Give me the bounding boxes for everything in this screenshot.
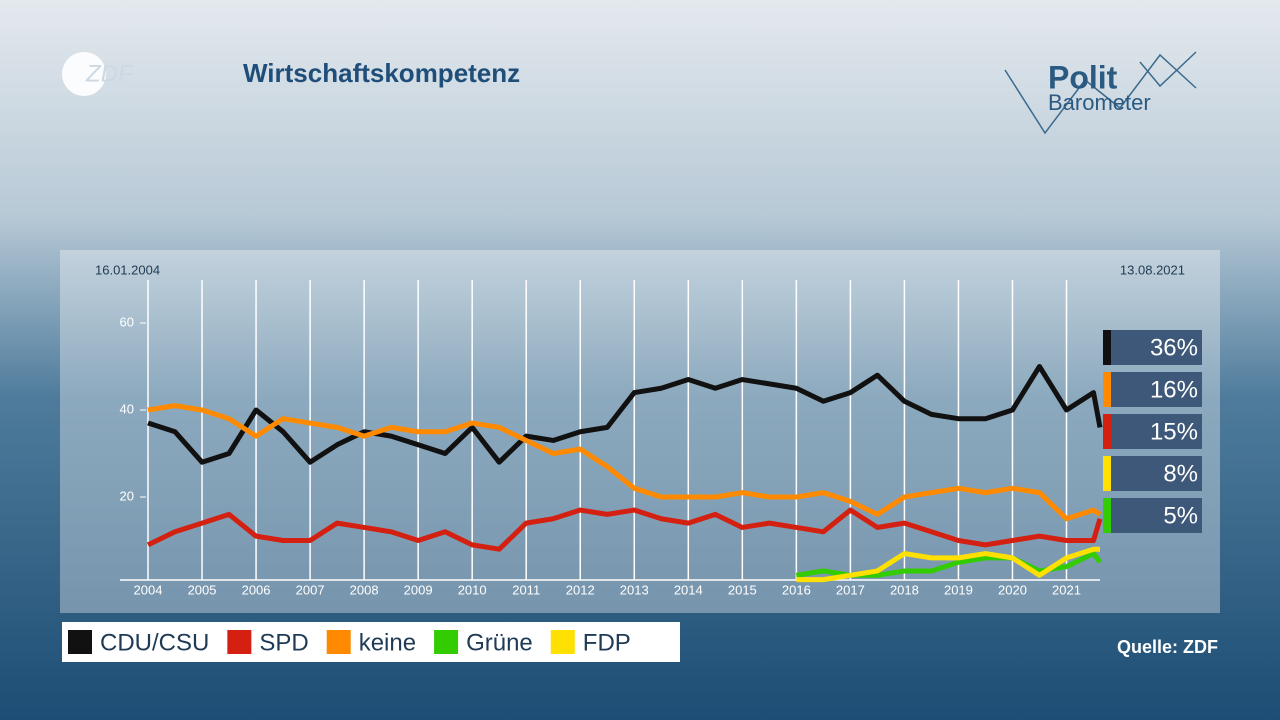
end-label: 5%: [1163, 502, 1198, 529]
x-tick-label: 2012: [566, 582, 595, 597]
x-tick-label: 2013: [620, 582, 649, 597]
plot-panel: [60, 250, 1220, 613]
x-tick-label: 2016: [782, 582, 811, 597]
end-label: 16%: [1150, 376, 1198, 403]
end-label-strip: [1103, 414, 1111, 449]
y-tick-label: 20: [120, 488, 134, 503]
end-label-strip: [1103, 330, 1111, 365]
x-tick-label: 2019: [944, 582, 973, 597]
brand-top: Polit: [1048, 59, 1118, 95]
brand-graphic: [1004, 53, 1197, 135]
series-line: [147, 403, 1102, 522]
x-tick-label: 2008: [350, 582, 379, 597]
x-tick-label: 2020: [998, 582, 1027, 597]
end-label-box: [1111, 414, 1202, 449]
series-line: [147, 364, 1103, 465]
x-tick-label: 2021: [1052, 582, 1081, 597]
x-tick-label: 2010: [458, 582, 487, 597]
legend-swatch: [68, 630, 92, 654]
y-tick-label: 40: [120, 401, 134, 416]
legend-label: Grüne: [466, 629, 533, 656]
legend-swatch: [550, 630, 575, 654]
legend-label: CDU/CSU: [100, 629, 209, 656]
x-end-label: 13.08.2021: [1120, 262, 1185, 277]
x-tick-label: 2004: [134, 582, 163, 597]
legend-label: SPD: [259, 629, 308, 656]
legend-label: keine: [359, 629, 416, 656]
x-tick-label: 2017: [836, 582, 865, 597]
series-line: [146, 507, 1103, 552]
end-label: 36%: [1150, 334, 1198, 361]
end-label-box: [1111, 456, 1202, 491]
logo-circle: [62, 52, 106, 96]
x-tick-label: 2018: [890, 582, 919, 597]
brand-graphic: [1139, 51, 1197, 88]
legend: [62, 622, 680, 662]
end-label-strip: [1103, 456, 1111, 491]
x-tick-label: 2007: [296, 582, 325, 597]
end-label-box: [1111, 372, 1202, 407]
x-start-label: 16.01.2004: [95, 262, 160, 277]
x-tick-label: 2015: [728, 582, 757, 597]
x-tick-label: 2009: [404, 582, 433, 597]
source: Quelle: ZDF: [1117, 637, 1218, 657]
legend-swatch: [227, 630, 252, 654]
legend-swatch: [434, 630, 459, 654]
end-label-box: [1111, 330, 1202, 365]
end-label: 8%: [1163, 460, 1198, 487]
end-label-strip: [1103, 498, 1111, 533]
end-label-strip: [1103, 372, 1111, 407]
x-tick-label: 2005: [188, 582, 217, 597]
brand-bottom: Barometer: [1048, 90, 1151, 115]
logo: ZDF: [85, 60, 134, 87]
end-label: 15%: [1150, 418, 1198, 445]
x-tick-label: 2006: [242, 582, 271, 597]
legend-label: FDP: [583, 629, 631, 656]
chart-title: Wirtschaftskompetenz: [243, 58, 520, 88]
series-line: [796, 546, 1100, 583]
end-label-box: [1111, 498, 1202, 533]
legend-swatch: [326, 630, 351, 654]
x-tick-label: 2014: [674, 582, 703, 597]
y-tick-label: 60: [120, 314, 134, 329]
x-tick-label: 2011: [512, 582, 540, 597]
